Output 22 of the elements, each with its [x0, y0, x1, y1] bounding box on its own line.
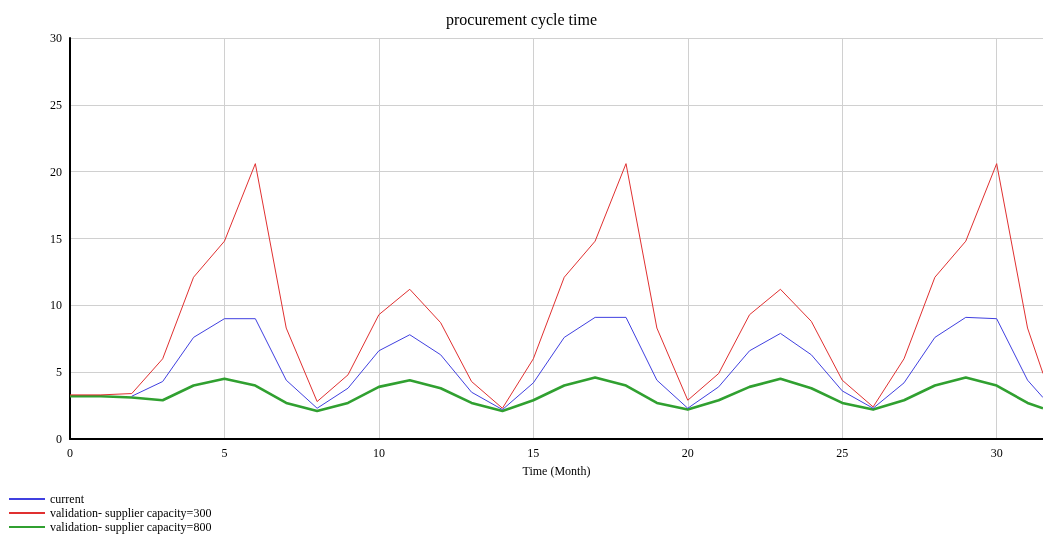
x-tick-label: 10 — [372, 446, 385, 460]
x-tick-label: 20 — [681, 446, 694, 460]
x-tick-label: 30 — [990, 446, 1003, 460]
x-tick-label: 0 — [67, 446, 73, 460]
y-tick-label: 15 — [50, 231, 62, 246]
line-series — [68, 376, 1043, 413]
x-tick-label: 5 — [221, 446, 228, 460]
x-tick-label: 25 — [836, 446, 849, 460]
legend-label: validation- supplier capacity=300 — [50, 506, 212, 520]
y-tick-label: 0 — [56, 432, 62, 446]
line-series — [69, 163, 1043, 409]
legend-label: validation- supplier capacity=800 — [50, 520, 212, 534]
x-axis-title: Time (Month) — [522, 464, 591, 478]
y-tick-label: 20 — [50, 164, 62, 179]
y-tick-label: 30 — [50, 31, 62, 45]
chart-title: procurement cycle time — [445, 10, 598, 29]
x-tick-label: 15 — [527, 446, 540, 460]
y-tick-label: 10 — [50, 298, 62, 313]
y-tick-label: 25 — [50, 97, 62, 112]
legend-label: current — [50, 492, 85, 506]
line-series — [131, 316, 1043, 411]
y-tick-label: 5 — [56, 365, 62, 380]
